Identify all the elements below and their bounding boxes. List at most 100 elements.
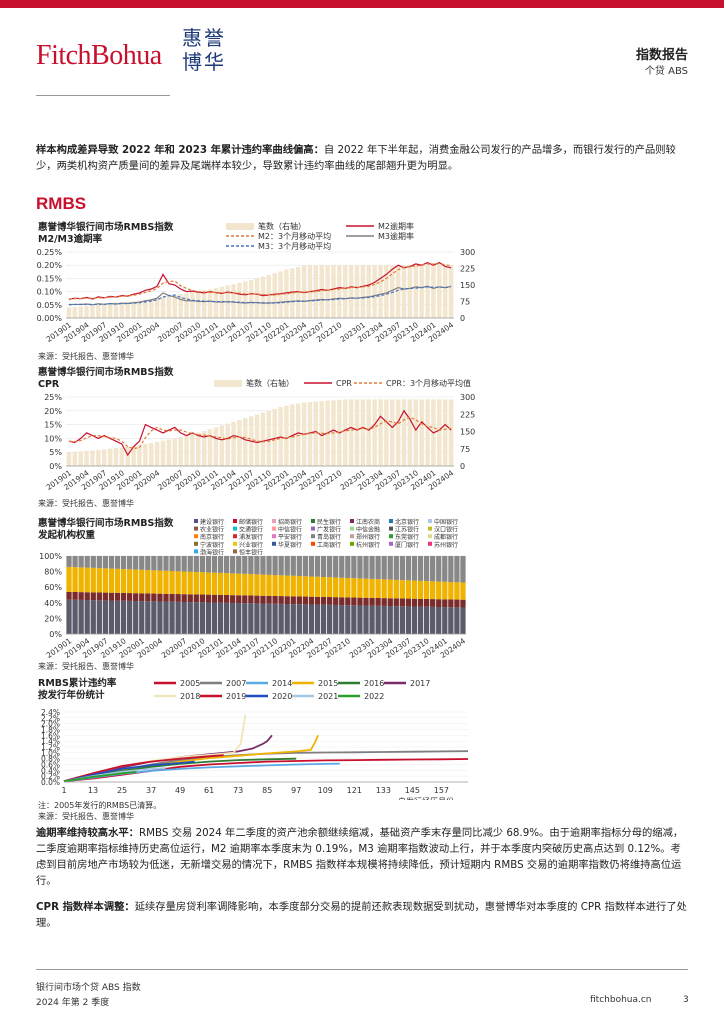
count-bar — [384, 265, 389, 318]
legend-label: 南京银行 — [200, 533, 224, 541]
share-bar-segment — [102, 600, 109, 634]
share-bar-segment — [393, 556, 399, 580]
count-bar — [266, 274, 272, 318]
legend-swatch — [194, 541, 198, 546]
y-right-tick: 300 — [460, 393, 475, 402]
share-bar-segment — [314, 576, 321, 597]
share-bar-segment — [423, 606, 430, 634]
count-bar — [207, 289, 213, 318]
legend-swatch — [428, 526, 432, 531]
count-bar — [84, 305, 89, 318]
count-bar — [101, 303, 107, 318]
share-bar-segment — [187, 556, 193, 572]
y-tick: 0% — [49, 630, 62, 639]
count-bar — [101, 449, 107, 466]
legend-label: 恒丰银行 — [239, 548, 263, 556]
share-bar-segment — [145, 593, 151, 602]
count-bar — [184, 293, 189, 318]
count-bar — [219, 425, 225, 466]
count-bar — [401, 399, 407, 466]
legend-swatch — [311, 534, 315, 539]
share-bar-segment — [308, 596, 315, 605]
count-bar — [378, 399, 383, 466]
x-tick-label: 25 — [117, 786, 127, 795]
share-bar-segment — [114, 600, 121, 634]
share-bar-segment — [363, 597, 369, 606]
para2-lead: 逾期率维持较高水平： — [36, 827, 139, 839]
share-bar-segment — [327, 556, 333, 578]
share-bar-segment — [205, 602, 212, 634]
share-bar-segment — [175, 601, 181, 634]
count-bar — [419, 265, 424, 318]
share-bar-segment — [133, 569, 139, 594]
legend-swatch — [311, 519, 315, 523]
count-bar — [254, 414, 260, 466]
share-bar-segment — [163, 556, 169, 571]
count-bar — [319, 265, 324, 318]
y-tick: 0.6% — [41, 761, 60, 770]
count-bar — [113, 448, 119, 466]
legend-label: 2005 — [180, 679, 200, 688]
legend-swatch — [389, 541, 393, 546]
share-bar-segment — [157, 601, 163, 634]
y-right-tick: 150 — [460, 281, 475, 290]
count-bar — [366, 399, 371, 466]
y-tick: 40% — [44, 599, 62, 608]
count-bar — [390, 399, 395, 466]
legend-swatch — [428, 519, 432, 523]
share-bar-segment — [230, 556, 236, 574]
count-bar — [248, 280, 254, 318]
page-number: 3 — [683, 995, 689, 1005]
legend-label: 笔数（右轴） — [246, 378, 294, 388]
y-right-tick: 0 — [460, 462, 465, 471]
share-bar-segment — [436, 581, 442, 600]
legend-label: 2007 — [226, 679, 246, 688]
share-bar-segment — [278, 575, 284, 597]
share-bar-segment — [308, 556, 315, 577]
share-bar-segment — [133, 593, 139, 601]
share-bar-segment — [169, 601, 175, 634]
share-bar-segment — [199, 556, 205, 573]
legend-label: 2014 — [272, 679, 292, 688]
para2-text: RMBS 交易 2024 年二季度的资产池余额继续缩减，基础资产季末存量同比减少… — [36, 827, 684, 887]
share-bar-segment — [145, 570, 151, 594]
share-bar-segment — [430, 581, 436, 600]
legend-label: 江苏银行 — [395, 526, 419, 534]
chart1-source: 来源：受托报告、惠誉博华 — [38, 352, 134, 361]
count-bar — [172, 295, 177, 318]
share-bar-segment — [302, 604, 309, 634]
y-right-tick: 75 — [460, 298, 470, 307]
legend-swatch — [389, 534, 393, 539]
share-bar-segment — [327, 604, 333, 634]
share-bar-segment — [363, 605, 369, 634]
share-bar-segment — [405, 580, 412, 599]
legend-swatch — [389, 519, 393, 523]
share-bar-segment — [272, 595, 278, 604]
share-bar-segment — [211, 572, 218, 595]
share-bar-segment — [66, 591, 72, 600]
share-bar-segment — [199, 594, 205, 603]
y-tick: 80% — [44, 568, 62, 577]
count-bar — [96, 304, 101, 318]
y-tick: 0.2% — [41, 772, 60, 781]
count-bar — [395, 399, 401, 466]
count-bar — [154, 297, 160, 318]
share-bar-segment — [230, 602, 236, 634]
share-bar-segment — [333, 604, 339, 634]
legend-swatch — [194, 519, 198, 523]
share-bar-segment — [357, 578, 363, 598]
chart3-source: 来源：受托报告、惠誉博华 — [38, 662, 134, 671]
count-bar — [131, 445, 136, 466]
legend-swatch — [311, 541, 315, 546]
share-bar-segment — [78, 567, 84, 593]
y-tick: 0.0% — [41, 778, 60, 787]
share-bar-segment — [181, 556, 187, 572]
count-bar — [442, 399, 448, 466]
y-right-tick: 225 — [460, 410, 475, 419]
x-tick-label: 157 — [434, 786, 449, 795]
share-bar-segment — [369, 556, 375, 579]
legend-label: 2015 — [318, 679, 338, 688]
share-bar-segment — [369, 605, 375, 634]
share-bar-segment — [272, 603, 278, 634]
vintage-line — [63, 770, 137, 783]
